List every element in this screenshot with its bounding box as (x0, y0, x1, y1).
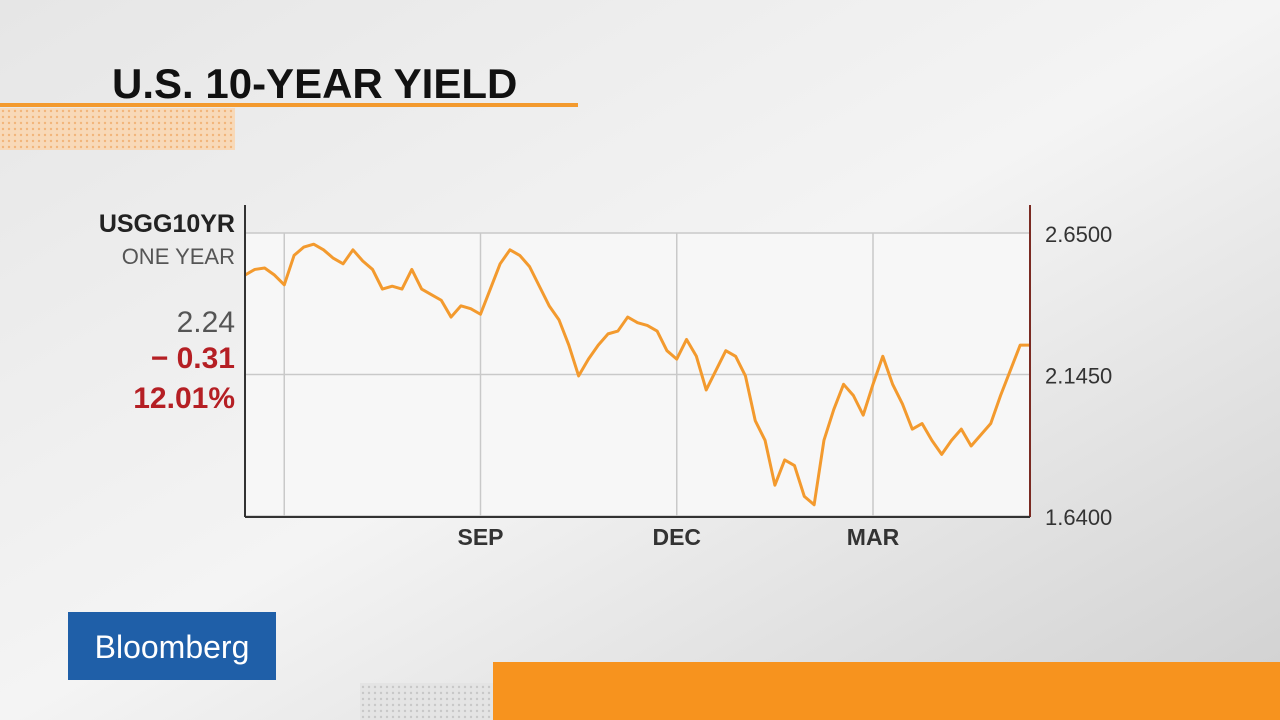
title: U.S. 10-YEAR YIELD (112, 60, 517, 107)
logo-box (68, 612, 276, 680)
x-tick-label: SEP (457, 524, 503, 550)
net-change: − 0.31 (151, 342, 235, 375)
y-tick-label: 1.6400 (1045, 505, 1112, 530)
title-underline (0, 103, 578, 107)
footer-bar (493, 662, 1280, 720)
yield-line (244, 242, 1030, 507)
y-tick-label: 2.6500 (1045, 222, 1112, 247)
last-value: 2.24 (177, 306, 235, 339)
period: ONE YEAR (122, 244, 235, 269)
title-pattern (0, 108, 235, 150)
x-tick-label: MAR (847, 524, 900, 550)
y-tick-label: 2.1450 (1045, 364, 1112, 389)
logo-text: Bloomberg (95, 629, 250, 665)
pct-change: 12.01% (133, 382, 235, 415)
ticker: USGG10YR (99, 210, 235, 238)
plot: 1.6400 2.1450 2.6500 SEP DEC MAR (244, 222, 1112, 550)
x-tick-label: DEC (652, 524, 701, 550)
